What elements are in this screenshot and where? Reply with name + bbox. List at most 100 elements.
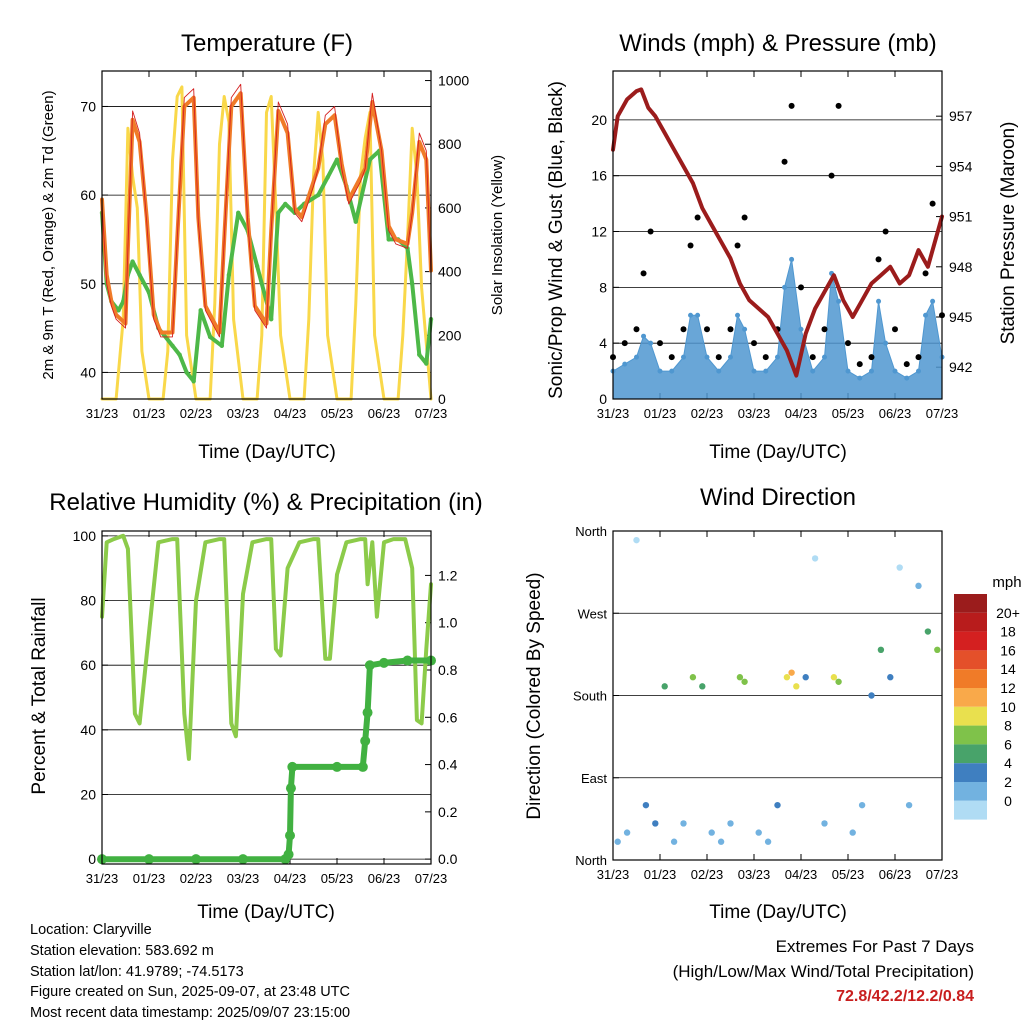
humidity-y2tick-label: 1.2 <box>438 567 458 583</box>
gust-point <box>762 354 769 361</box>
wind-point <box>634 354 639 360</box>
direction-ylabel-left: Direction (Colored By Speed) <box>524 572 545 819</box>
humidity-y2tick-label: 0.6 <box>438 709 458 725</box>
temperature-xtick-label: 01/23 <box>133 406 166 421</box>
gust-point <box>915 354 922 361</box>
dewpoint-point <box>353 219 358 224</box>
dewpoint-point <box>424 361 429 366</box>
temperature-xtick-label: 03/23 <box>227 406 260 421</box>
direction-title: Wind Direction <box>700 484 856 511</box>
gust-point <box>856 361 863 368</box>
wind-point <box>782 284 788 290</box>
wind-point <box>641 333 647 339</box>
wind-point <box>688 312 694 318</box>
dewpoint-point <box>236 210 241 216</box>
gust-point <box>668 354 675 361</box>
colorbar-label: 6 <box>1004 736 1012 752</box>
winds-xtick-label: 01/23 <box>644 406 677 421</box>
direction-point <box>868 692 875 699</box>
gust-point <box>922 270 929 277</box>
temperature-ytick-label: 60 <box>80 187 96 203</box>
humidity-xtick-label: 07/23 <box>415 871 448 886</box>
colorbar-swatch <box>954 782 987 801</box>
dewpoint-point <box>254 263 260 269</box>
gust-point <box>868 354 875 361</box>
gust-point <box>741 214 748 221</box>
colorbar-swatch <box>954 800 987 820</box>
direction-ytick-label: East <box>581 771 607 786</box>
temperature-series-2m-t <box>101 83 432 338</box>
gust-point <box>875 256 882 263</box>
direction-point <box>736 674 744 681</box>
elevation-text: Station elevation: 583.692 m <box>30 942 214 959</box>
colorbar-label: 4 <box>1004 755 1012 771</box>
direction-point <box>821 820 828 827</box>
direction-point <box>661 683 668 690</box>
colorbar-label: 8 <box>1004 718 1012 734</box>
colorbar-swatch <box>954 725 987 745</box>
colorbar-swatch <box>954 688 987 707</box>
gust-point <box>809 354 816 361</box>
wind-point <box>798 326 804 332</box>
dewpoint-point <box>137 272 142 278</box>
temperature-y2tick-label: 200 <box>438 327 462 343</box>
direction-point <box>830 674 838 681</box>
winds-ytick-label: 8 <box>599 279 607 295</box>
precip-point <box>357 761 368 772</box>
direction-point <box>717 838 725 845</box>
dewpoint-point <box>269 317 274 322</box>
precip-point <box>285 783 296 794</box>
wind-point <box>716 368 722 374</box>
humidity-y2tick-label: 0.8 <box>438 662 458 678</box>
winds-xtick-label: 07/23 <box>926 406 959 421</box>
direction-point <box>633 536 640 544</box>
winds-y2tick-label: 948 <box>949 259 973 275</box>
direction-xtick-label: 06/23 <box>879 867 912 882</box>
dewpoint-point <box>410 281 415 286</box>
dewpoint-point <box>334 157 340 162</box>
winds-ylabel-left: Sonic/Prop Wind & Gust (Blue, Black) <box>546 81 567 399</box>
direction-xtick-label: 05/23 <box>832 867 865 882</box>
direction-xtick-label: 07/23 <box>926 867 959 882</box>
precip-point <box>362 707 373 718</box>
dewpoint-point <box>386 237 391 242</box>
direction-point <box>877 646 885 654</box>
gust-point <box>781 158 788 165</box>
dewpoint-point <box>417 352 422 357</box>
direction-ytick-label: North <box>575 853 607 868</box>
direction-xtick-label: 02/23 <box>691 867 724 882</box>
winds-xtick-label: 05/23 <box>832 406 865 421</box>
humidity-y2tick-label: 0.4 <box>438 757 458 773</box>
humidity-ytick-label: 60 <box>80 657 96 673</box>
colorbar-swatch <box>954 669 987 688</box>
latlon-text: Station lat/lon: 41.9789; -74.5173 <box>30 963 244 980</box>
colorbar-label: 20+ <box>996 605 1020 621</box>
direction-point <box>727 820 734 827</box>
wind-point <box>657 368 663 374</box>
precip-point <box>360 735 371 746</box>
direction-point <box>614 838 621 845</box>
direction-point <box>689 674 697 681</box>
colorbar-swatch <box>954 594 987 613</box>
gust-point <box>903 361 910 368</box>
humidity-line <box>100 533 433 761</box>
gust-point <box>892 326 898 333</box>
temperature-xtick-label: 02/23 <box>180 406 213 421</box>
direction-point <box>708 829 715 836</box>
colorbar-label: 12 <box>1000 680 1016 696</box>
humidity-y2tick-label: 1.0 <box>438 615 458 631</box>
precip-point <box>285 830 295 841</box>
direction-xtick-label: 04/23 <box>785 867 818 882</box>
location-text: Location: Claryville <box>30 922 152 938</box>
dewpoint-point <box>184 370 189 375</box>
dewpoint-point <box>170 343 175 349</box>
colorbar-label: 2 <box>1004 774 1012 790</box>
humidity-ytick-label: 40 <box>80 722 96 738</box>
temperature-y2tick-label: 0 <box>438 391 446 407</box>
humidity-ytick-label: 20 <box>80 786 96 802</box>
colorbar-title: mph <box>992 574 1021 591</box>
gust-point <box>828 172 835 179</box>
gust-point <box>694 214 701 221</box>
gust-point <box>788 102 795 109</box>
